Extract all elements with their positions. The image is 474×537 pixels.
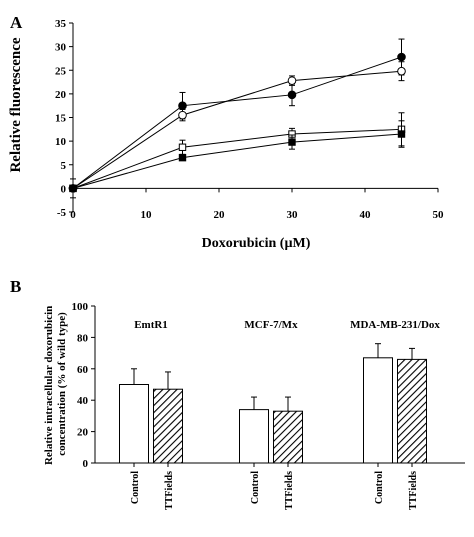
category-label: TTFields	[408, 471, 419, 510]
svg-text:Relative intracellular doxorub: Relative intracellular doxorubicin conce…	[43, 303, 68, 465]
group-label: MDA-MB-231/Dox	[350, 319, 440, 331]
category-label: Control	[374, 471, 385, 504]
panel-a-x-tick-label: 30	[287, 209, 299, 221]
bar-control	[239, 409, 269, 464]
panel-a-x-axis-label: Doxorubicin (µM)	[202, 236, 311, 251]
panel-b-label: B	[10, 277, 21, 296]
panel-b-bars	[119, 343, 427, 464]
data-point-open-square	[178, 143, 187, 151]
bar-ttfields	[397, 358, 427, 464]
series-line-open-square	[72, 128, 402, 189]
data-point-filled-square	[178, 153, 187, 162]
panel-a-series-open-circle	[68, 61, 406, 193]
panel-a-label: A	[10, 13, 23, 32]
data-point-open-circle	[287, 76, 297, 85]
panel-a-y-tick-label: 30	[55, 42, 67, 54]
panel-a-line-chart: A Relative fluorescence Doxorubicin (µM)…	[8, 13, 444, 251]
panel-b-category-labels: Control TTFields Control TTFields Control TTF…	[130, 471, 419, 510]
panel-b-y-tick-label: 40	[77, 395, 89, 407]
panel-a-y-tick-label: 5	[61, 160, 67, 172]
panel-a-y-axis-label: Relative fluorescence	[8, 37, 24, 172]
panel-a-y-tick-label: 25	[55, 65, 67, 77]
category-label: Control	[250, 471, 261, 504]
data-point-open-circle	[397, 66, 406, 76]
panel-b-y-axis-label-line1: Relative intracellular doxorubicin	[43, 306, 55, 465]
panel-b-y-tick-label: 100	[72, 301, 89, 313]
panel-a-x-tick-label: 0	[70, 209, 76, 221]
panel-b-group-labels: EmtR1 MCF-7/Mx MDA-MB-231/Dox	[134, 319, 440, 331]
panel-a-x-tick-label: 50	[433, 209, 445, 221]
panel-b-y-tick-label: 60	[77, 364, 89, 376]
panel-a-x-tick-label: 10	[141, 209, 153, 221]
series-line-open-circle	[72, 70, 402, 189]
data-point-filled-square	[69, 184, 77, 193]
panel-a-y-tick-label: 20	[55, 89, 67, 101]
panel-a-y-tick-label: 0	[61, 183, 67, 195]
panel-a-series-filled-square	[69, 120, 406, 199]
panel-b-y-tick-label: 80	[77, 332, 89, 344]
category-label: Control	[130, 471, 141, 504]
category-label: TTFields	[284, 471, 295, 510]
panel-b-bar-chart: B Relative intracellular doxorubicin con…	[10, 277, 465, 510]
panel-a-y-tick-label: 15	[55, 113, 67, 125]
panel-a-y-tick-label: -5	[57, 207, 67, 219]
panel-a-x-tick-label: 20	[214, 209, 226, 221]
data-point-filled-square	[288, 138, 296, 146]
data-point-open-circle	[178, 110, 187, 120]
panel-a-series-open-square	[69, 112, 406, 193]
panel-a-y-tick-label: 35	[55, 18, 67, 30]
panel-b-y-axis-label-line2: concentration (% of wild type)	[56, 312, 68, 456]
data-point-filled-circle	[287, 90, 297, 100]
panel-a-x-tick-label: 40	[360, 209, 372, 221]
panel-a-series	[68, 38, 406, 199]
bar-control	[363, 357, 393, 464]
panel-a-series-filled-circle	[68, 38, 406, 193]
bar-ttfields	[153, 388, 183, 464]
series-line-filled-circle	[72, 56, 402, 189]
data-point-filled-circle	[178, 101, 187, 110]
panel-a-axes	[69, 22, 439, 213]
bar-control	[119, 384, 149, 464]
panel-a-y-tick-label: 10	[55, 136, 67, 148]
panel-b-tick-labels: 0 20 40 60 80 100	[72, 301, 89, 470]
bar-ttfields	[273, 410, 303, 464]
category-label: TTFields	[164, 471, 175, 510]
panel-b-y-tick-label: 0	[83, 458, 89, 470]
panel-b-y-tick-label: 20	[77, 427, 89, 439]
series-line-filled-square	[72, 133, 402, 189]
group-label: EmtR1	[134, 319, 168, 331]
group-label: MCF-7/Mx	[244, 319, 298, 331]
data-point-filled-square	[397, 130, 406, 138]
data-point-filled-circle	[397, 52, 406, 62]
